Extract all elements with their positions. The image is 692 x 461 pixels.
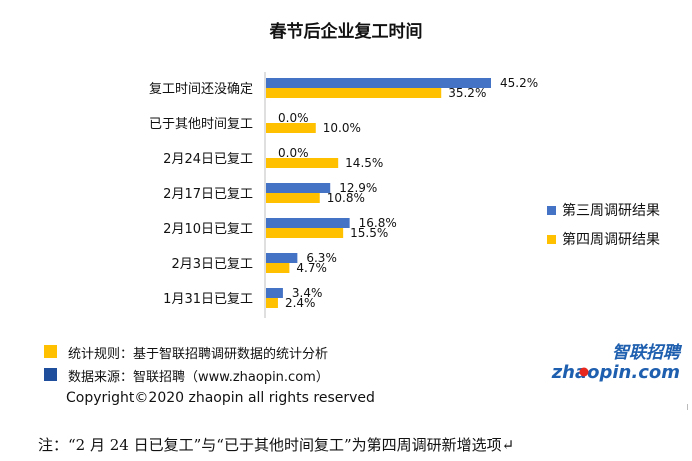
bar-week3 (266, 288, 283, 298)
data-label: 0.0% (278, 146, 309, 160)
footnote: 注：“2 月 24 日已复工”与“已于其他时间复工”为第四周调研新增选项↵ (38, 436, 515, 454)
source-legend-square (44, 368, 57, 381)
bar-week4 (266, 123, 316, 133)
bars-group: 复工时间还没确定 45.2% 35.2% 已于其他时间复工 0.0% 10.0% 2月24日… (149, 76, 538, 310)
data-label: 15.5% (350, 226, 388, 240)
data-label: 45.2% (500, 76, 538, 90)
legend-swatch (547, 206, 556, 215)
data-label: 10.8% (327, 191, 365, 205)
bar-week4 (266, 228, 344, 238)
bar-week4 (266, 158, 339, 168)
category-label: 2月17日已复工 (163, 187, 253, 202)
data-label: 12.9% (339, 181, 377, 195)
category-label: 复工时间还没确定 (149, 82, 253, 97)
bar-week4 (266, 193, 320, 203)
category-label: 1月31日已复工 (163, 292, 253, 307)
data-label: 14.5% (345, 156, 383, 170)
bar-week3 (266, 78, 491, 88)
bar-week4 (266, 263, 290, 273)
data-label: 4.7% (296, 261, 327, 275)
data-label: 6.3% (306, 251, 337, 265)
logo-dot-icon (579, 367, 589, 377)
category-label: 2月24日已复工 (163, 152, 253, 167)
data-label: 35.2% (448, 86, 486, 100)
chart-title: 春节后企业复工时间 (270, 21, 423, 42)
rule-legend-square (44, 345, 57, 358)
category-label: 2月10日已复工 (163, 222, 253, 237)
data-label: 0.0% (278, 111, 309, 125)
category-label: 2月3日已复工 (171, 257, 253, 272)
data-label: 16.8% (359, 216, 397, 230)
zhaopin-logo: 智联招聘 zhaopin.com (551, 343, 683, 383)
bar-week3 (266, 253, 298, 263)
legend-label: 第四周调研结果 (562, 231, 660, 248)
bar-week4 (266, 88, 442, 98)
data-label: 2.4% (285, 296, 316, 310)
logo-en-text: zhaopin.com (551, 362, 680, 383)
stat-rule-text: 统计规则：基于智联招聘调研数据的统计分析 (68, 347, 329, 362)
legend-swatch (547, 235, 556, 244)
bar-week4 (266, 298, 278, 308)
bar-week3 (266, 183, 331, 193)
data-label: 3.4% (292, 286, 323, 300)
legend-label: 第三周调研结果 (562, 202, 660, 219)
logo-cn-text: 智联招聘 (612, 343, 683, 363)
category-label: 已于其他时间复工 (149, 117, 253, 132)
bar-week3 (266, 218, 350, 228)
copyright-text: Copyright©2020 zhaopin all rights reserv… (66, 390, 375, 406)
data-label: 10.0% (323, 121, 361, 135)
data-source-text: 数据来源：智联招聘（www.zhaopin.com） (68, 370, 329, 385)
edge-mark (687, 404, 688, 410)
